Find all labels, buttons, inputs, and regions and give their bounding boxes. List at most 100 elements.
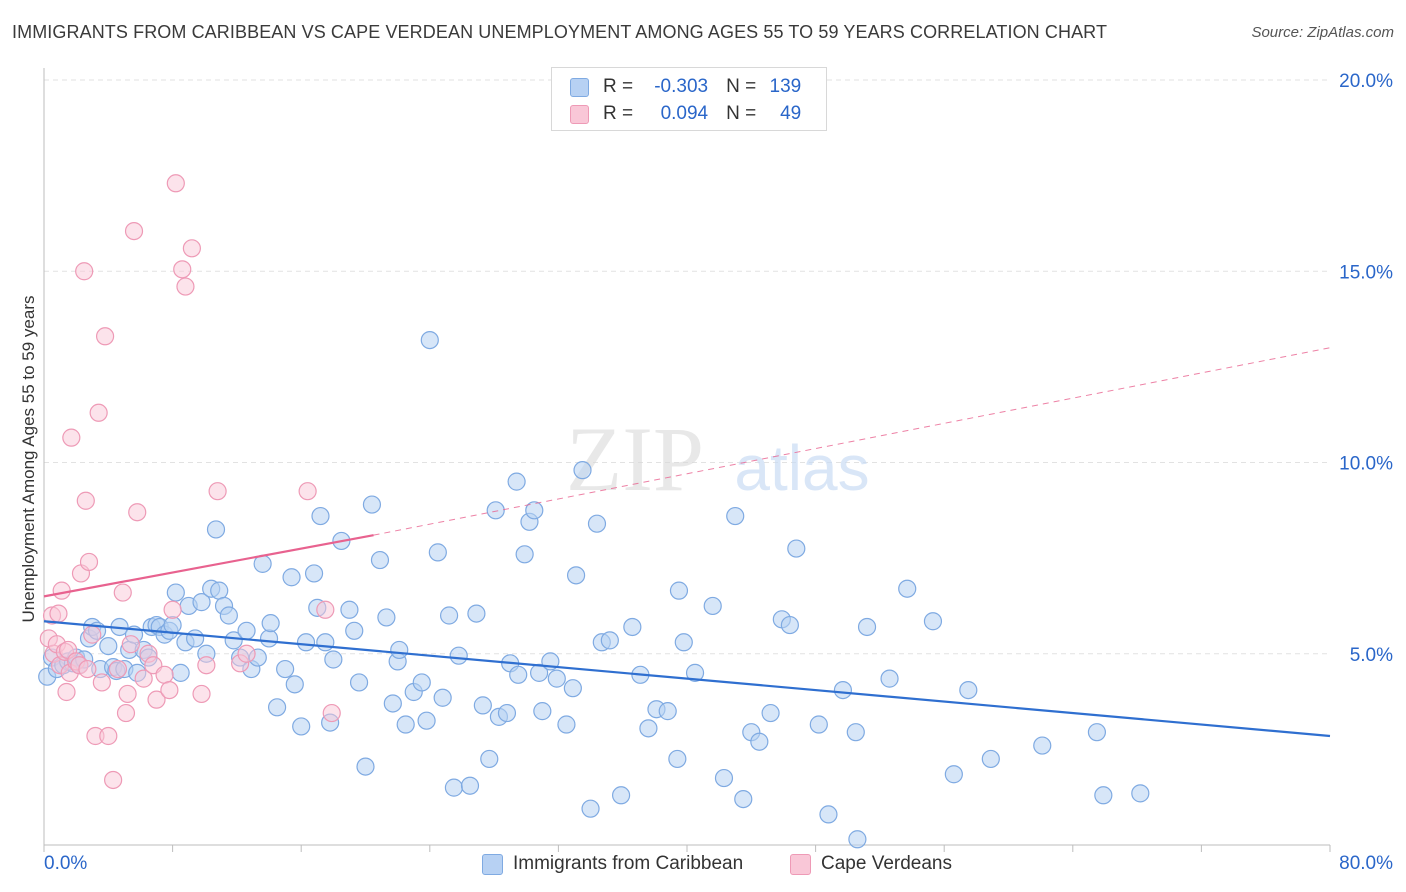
data-point-caribbean bbox=[611, 786, 631, 805]
data-point-caribbean bbox=[166, 583, 185, 602]
data-point-caribbean bbox=[292, 717, 311, 736]
legend-row-caribbean: R = -0.303 N = 139 bbox=[570, 75, 801, 99]
data-point-caribbean bbox=[296, 633, 316, 652]
data-point-caribbean bbox=[345, 621, 364, 640]
data-point-cape-verdeans bbox=[124, 221, 144, 241]
data-point-caribbean bbox=[349, 673, 369, 692]
data-point-cape-verdeans bbox=[116, 703, 136, 723]
data-point-caribbean bbox=[206, 520, 226, 539]
data-point-caribbean bbox=[1131, 784, 1150, 803]
data-point-caribbean bbox=[600, 631, 619, 650]
data-point-caribbean bbox=[428, 543, 447, 562]
data-point-caribbean bbox=[880, 669, 899, 688]
legend-row-cape-verdeans: R = 0.094 N = 49 bbox=[570, 102, 801, 126]
y-tick-label: 20.0% bbox=[1339, 71, 1393, 92]
data-point-caribbean bbox=[460, 776, 480, 795]
data-point-caribbean bbox=[192, 593, 211, 612]
x-tick-label: 0.0% bbox=[44, 853, 87, 874]
data-point-cape-verdeans bbox=[113, 583, 132, 602]
data-point-caribbean bbox=[285, 675, 304, 694]
data-point-cape-verdeans bbox=[173, 260, 192, 279]
data-point-caribbean bbox=[444, 778, 464, 797]
y-axis-label: Unemployment Among Ages 55 to 59 years bbox=[19, 295, 38, 623]
data-point-caribbean bbox=[658, 702, 677, 721]
data-point-caribbean bbox=[377, 608, 396, 627]
data-point-caribbean bbox=[587, 514, 607, 533]
data-point-caribbean bbox=[316, 633, 335, 652]
data-point-caribbean bbox=[525, 501, 544, 520]
data-point-cape-verdeans bbox=[57, 682, 76, 702]
data-point-caribbean bbox=[362, 495, 382, 514]
legend-n-label: N = bbox=[726, 76, 757, 97]
data-point-caribbean bbox=[848, 830, 867, 849]
source-credit: Source: ZipAtlas.com bbox=[1251, 24, 1394, 41]
data-point-cape-verdeans bbox=[128, 503, 147, 522]
data-point-caribbean bbox=[99, 636, 118, 656]
data-point-cape-verdeans bbox=[155, 665, 174, 684]
legend-n-value: 49 bbox=[780, 103, 802, 124]
data-point-caribbean bbox=[304, 564, 324, 583]
data-point-cape-verdeans bbox=[79, 552, 99, 572]
data-point-caribbean bbox=[639, 719, 658, 738]
data-point-cape-verdeans bbox=[147, 690, 166, 709]
data-point-caribbean bbox=[390, 640, 409, 660]
data-point-caribbean bbox=[780, 615, 799, 635]
data-point-caribbean bbox=[480, 749, 499, 769]
data-point-caribbean bbox=[396, 715, 415, 734]
legend-r-value: 0.094 bbox=[660, 103, 709, 124]
data-point-caribbean bbox=[846, 723, 865, 742]
data-point-caribbean bbox=[1094, 786, 1113, 805]
bottom-legend-label: Immigrants from Caribbean bbox=[513, 853, 744, 874]
data-point-caribbean bbox=[276, 659, 295, 679]
data-point-caribbean bbox=[433, 688, 452, 707]
data-point-caribbean bbox=[623, 617, 642, 637]
data-point-cape-verdeans bbox=[95, 327, 115, 346]
data-point-caribbean bbox=[981, 749, 1000, 769]
data-point-caribbean bbox=[324, 650, 343, 669]
data-point-caribbean bbox=[573, 461, 592, 480]
data-point-caribbean bbox=[282, 568, 301, 587]
y-tick-label: 5.0% bbox=[1350, 645, 1393, 666]
y-tick-label: 15.0% bbox=[1339, 262, 1393, 283]
data-point-caribbean bbox=[219, 606, 238, 625]
data-point-cape-verdeans bbox=[83, 625, 102, 644]
data-point-cape-verdeans bbox=[160, 680, 179, 700]
data-point-cape-verdeans bbox=[92, 673, 111, 692]
data-point-caribbean bbox=[533, 702, 552, 721]
data-point-caribbean bbox=[563, 679, 582, 698]
legend-swatch-blue bbox=[570, 77, 589, 97]
data-point-caribbean bbox=[734, 789, 753, 809]
data-point-cape-verdeans bbox=[104, 770, 123, 790]
data-point-cape-verdeans bbox=[298, 482, 317, 501]
data-point-caribbean bbox=[210, 581, 229, 600]
data-point-caribbean bbox=[340, 600, 359, 619]
data-point-caribbean bbox=[356, 757, 375, 776]
data-point-cape-verdeans bbox=[316, 600, 335, 619]
data-point-caribbean bbox=[833, 680, 853, 700]
data-point-caribbean bbox=[557, 715, 576, 734]
trend-line-cape-verdeans-extrapolated bbox=[373, 347, 1331, 536]
data-point-caribbean bbox=[703, 596, 722, 616]
x-tick-label: 80.0% bbox=[1339, 853, 1393, 874]
data-point-cape-verdeans bbox=[52, 581, 71, 600]
data-point-caribbean bbox=[1033, 736, 1052, 755]
data-point-caribbean bbox=[685, 663, 705, 682]
data-point-caribbean bbox=[515, 545, 534, 564]
data-point-caribbean bbox=[417, 711, 436, 730]
data-point-caribbean bbox=[261, 614, 280, 633]
data-point-cape-verdeans bbox=[237, 644, 256, 663]
data-point-caribbean bbox=[761, 703, 780, 723]
data-point-caribbean bbox=[923, 612, 943, 631]
data-point-cape-verdeans bbox=[166, 174, 185, 193]
data-point-cape-verdeans bbox=[108, 659, 128, 679]
data-point-caribbean bbox=[439, 606, 459, 625]
data-point-caribbean bbox=[224, 631, 243, 650]
data-point-cape-verdeans bbox=[49, 604, 68, 623]
bottom-legend-label: Cape Verdeans bbox=[821, 853, 952, 874]
bottom-legend-swatch-pink bbox=[790, 853, 811, 875]
data-point-cape-verdeans bbox=[89, 403, 108, 422]
data-point-caribbean bbox=[714, 768, 734, 788]
data-point-caribbean bbox=[857, 617, 877, 637]
data-point-caribbean bbox=[412, 673, 431, 692]
